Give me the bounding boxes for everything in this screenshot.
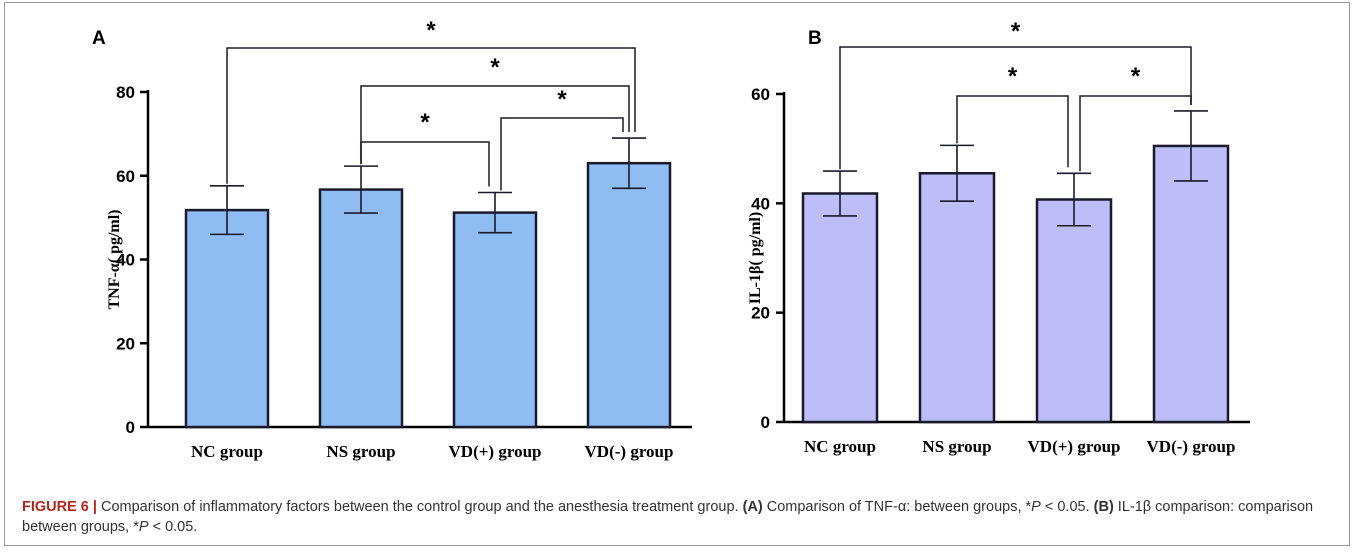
chart-panel-b: B IL-1β( pg/ml) 0 20 40 60 NC group NS group VD(… bbox=[747, 18, 1250, 456]
significance-star: * bbox=[557, 86, 567, 113]
y-tick-label: 0 bbox=[761, 413, 770, 432]
y-tick-label: 60 bbox=[751, 85, 770, 104]
significance-bracket bbox=[839, 46, 1192, 170]
x-category-label: VD(+) group bbox=[1028, 437, 1121, 456]
y-tick-label: 0 bbox=[126, 418, 135, 437]
caption-text-1: Comparison of inflammatory factors betwe… bbox=[96, 499, 743, 515]
panel-label: A bbox=[92, 28, 106, 49]
significance-bracket bbox=[360, 85, 630, 165]
significance-star: * bbox=[1131, 63, 1141, 90]
x-category-label: VD(-) group bbox=[585, 442, 674, 461]
bar bbox=[586, 161, 672, 429]
figure-caption: FIGURE 6 | Comparison of inflammatory fa… bbox=[22, 497, 1332, 537]
significance-bracket bbox=[360, 141, 490, 187]
x-category-label: VD(-) group bbox=[1147, 437, 1236, 456]
y-tick-label: 20 bbox=[751, 304, 770, 323]
y-tick-label: 40 bbox=[116, 251, 135, 270]
figure-label: FIGURE 6 | bbox=[22, 499, 97, 515]
bar bbox=[801, 192, 879, 424]
significance-bracket bbox=[500, 117, 624, 191]
significance-star: * bbox=[420, 109, 430, 136]
caption-text-4: IL-1β comparison: comparison between gro… bbox=[22, 499, 1314, 535]
caption-p-symbol-2: P bbox=[138, 519, 149, 535]
figure-charts: A TNF-α( pg/ml) 0 20 40 60 80 NC group NS group V… bbox=[92, 17, 1250, 461]
significance-bracket bbox=[226, 47, 636, 184]
y-tick-label: 40 bbox=[751, 194, 770, 213]
caption-text-3: < 0.05. bbox=[1040, 499, 1094, 515]
figure-frame bbox=[4, 2, 1350, 546]
x-category-label: NC group bbox=[191, 442, 263, 461]
significance-star: * bbox=[490, 54, 500, 81]
significance-star: * bbox=[1008, 63, 1018, 90]
y-tick-label: 20 bbox=[116, 334, 135, 353]
bar bbox=[1152, 144, 1230, 424]
significance-star: * bbox=[426, 17, 436, 44]
x-category-label: NS group bbox=[922, 437, 991, 456]
significance-star: * bbox=[1011, 18, 1021, 45]
chart-panel-a: A TNF-α( pg/ml) 0 20 40 60 80 NC group NS group V… bbox=[92, 17, 692, 461]
y-tick-label: 60 bbox=[116, 167, 135, 186]
significance-bracket bbox=[956, 95, 1069, 168]
caption-p-symbol-1: P bbox=[1031, 499, 1041, 515]
caption-ref-a: (A) bbox=[742, 499, 763, 515]
y-axis-label: TNF-α( pg/ml) bbox=[106, 209, 123, 309]
x-category-label: VD(+) group bbox=[449, 442, 542, 461]
y-tick-label: 80 bbox=[116, 83, 135, 102]
caption-text-5: < 0.05. bbox=[148, 519, 198, 535]
panel-label: B bbox=[808, 28, 822, 49]
bar bbox=[184, 208, 270, 429]
bar bbox=[452, 211, 538, 429]
bar bbox=[1035, 198, 1113, 424]
bar bbox=[918, 172, 996, 424]
x-category-label: NC group bbox=[804, 437, 876, 456]
x-category-label: NS group bbox=[326, 442, 395, 461]
bar bbox=[318, 188, 404, 429]
significance-bracket bbox=[1079, 95, 1192, 172]
caption-ref-b: (B) bbox=[1093, 499, 1114, 515]
caption-text-2: Comparison of TNF-α: between groups, * bbox=[762, 499, 1032, 515]
y-axis-label: IL-1β( pg/ml) bbox=[747, 212, 764, 304]
